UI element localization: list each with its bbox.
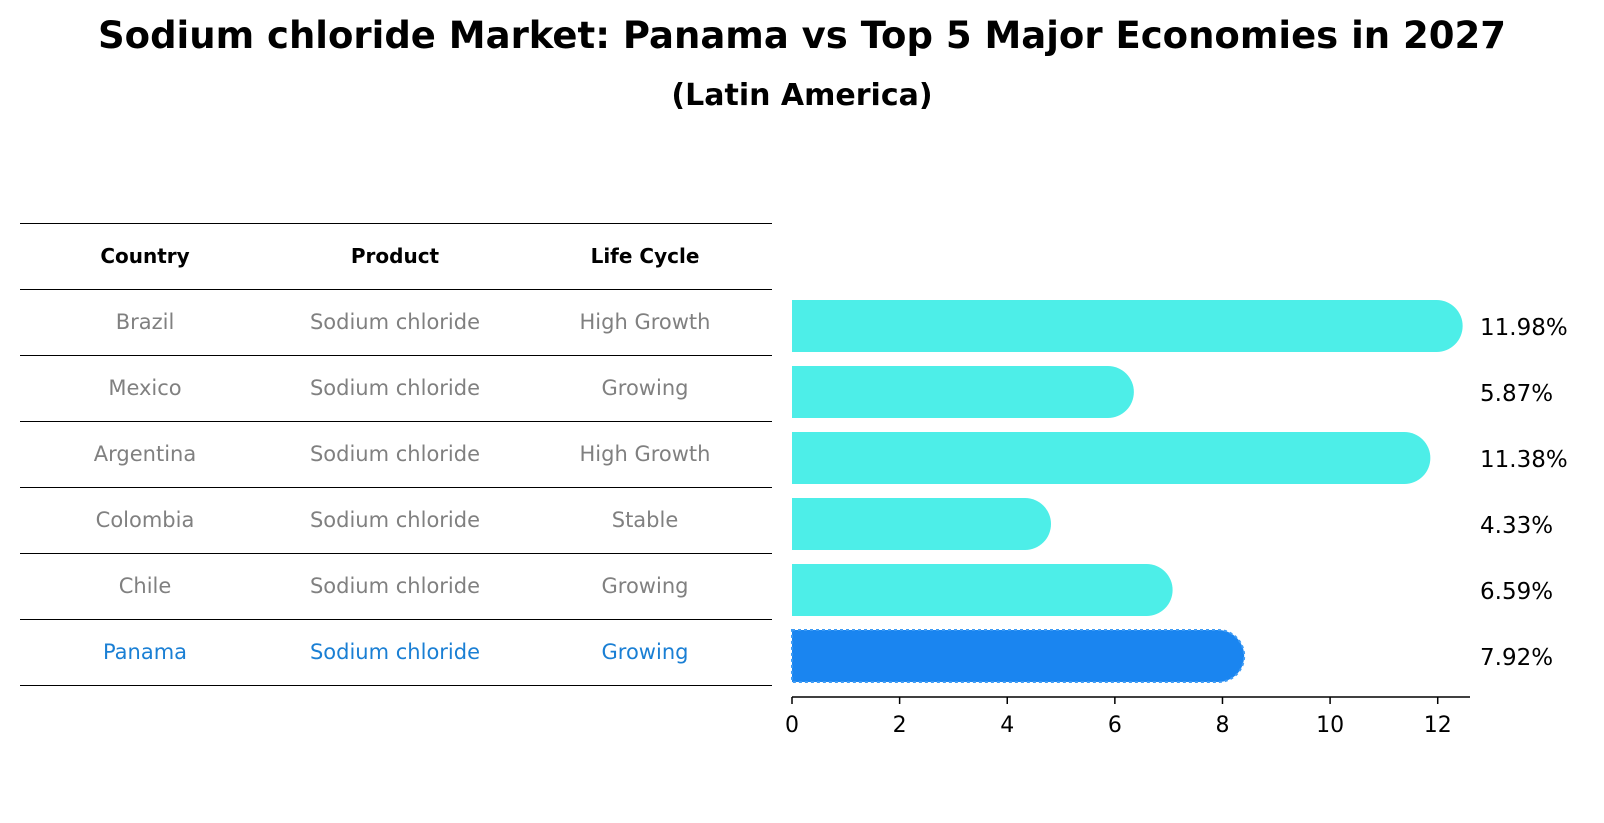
value-label: 7.92% [1480, 645, 1553, 671]
cell-life-cycle: Growing [601, 574, 689, 598]
x-tick-label: 10 [1316, 713, 1344, 738]
header-country: Country [100, 244, 190, 268]
table-rule [20, 289, 772, 290]
x-tick-label: 4 [1000, 713, 1014, 738]
cell-life-cycle: High Growth [579, 310, 711, 334]
cell-country: Brazil [115, 310, 175, 334]
cell-country: Colombia [95, 508, 195, 532]
cell-life-cycle: Stable [611, 508, 679, 532]
x-tick-label: 0 [785, 713, 799, 738]
header-product: Product [350, 244, 440, 268]
header-life-cycle: Life Cycle [590, 244, 700, 268]
value-label: 4.33% [1480, 513, 1553, 539]
table-rule [20, 421, 772, 422]
x-tick-label: 2 [893, 713, 907, 738]
cell-life-cycle: High Growth [579, 442, 711, 466]
cell-product: Sodium chloride [309, 310, 481, 334]
bar [792, 432, 1431, 484]
bar-highlight [791, 629, 1246, 683]
x-tick-label: 6 [1108, 713, 1122, 738]
table-rule [20, 619, 772, 620]
table-rule [20, 355, 772, 356]
cell-product: Sodium chloride [309, 508, 481, 532]
table-rule [20, 487, 772, 488]
cell-life-cycle-highlight: Growing [601, 640, 689, 664]
table-rule [20, 553, 772, 554]
value-label: 11.38% [1480, 447, 1568, 473]
chart-subtitle: (Latin America) [671, 78, 933, 113]
bar [792, 300, 1463, 352]
chart-title: Sodium chloride Market: Panama vs Top 5 … [98, 14, 1506, 57]
cell-product: Sodium chloride [309, 376, 481, 400]
value-label: 6.59% [1480, 579, 1553, 605]
value-label: 5.87% [1480, 381, 1553, 407]
cell-product: Sodium chloride [309, 442, 481, 466]
value-label: 11.98% [1480, 315, 1568, 341]
cell-country: Mexico [108, 376, 182, 400]
table-rule [20, 685, 772, 686]
cell-product-highlight: Sodium chloride [309, 640, 481, 664]
bar [792, 366, 1134, 418]
x-tick-label: 12 [1424, 713, 1452, 738]
table-rule [20, 223, 772, 224]
cell-country: Chile [118, 574, 172, 598]
x-tick-label: 8 [1215, 713, 1229, 738]
bar [792, 498, 1051, 550]
bar [792, 564, 1173, 616]
cell-country: Argentina [93, 442, 197, 466]
cell-product: Sodium chloride [309, 574, 481, 598]
cell-country-highlight: Panama [102, 640, 188, 664]
cell-life-cycle: Growing [601, 376, 689, 400]
